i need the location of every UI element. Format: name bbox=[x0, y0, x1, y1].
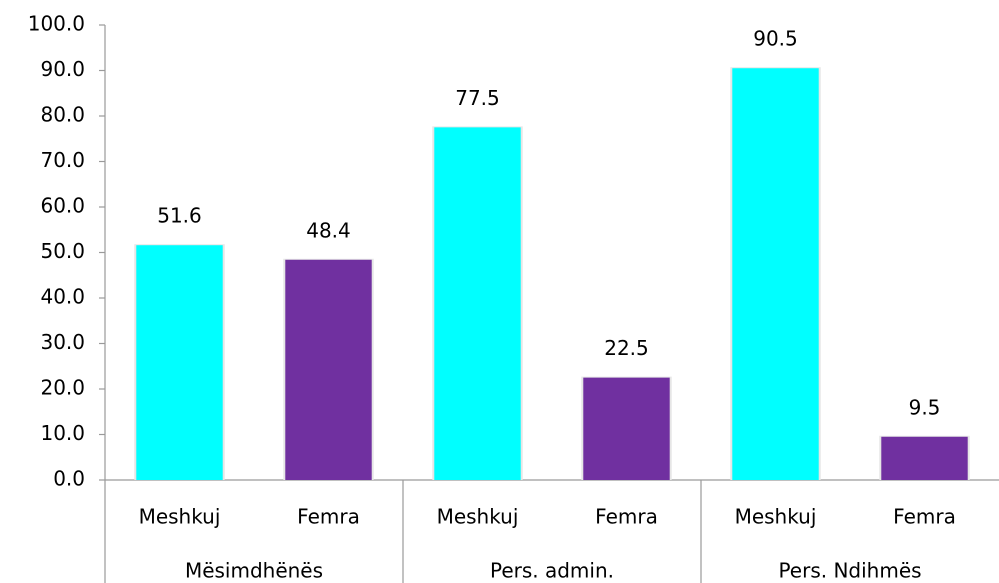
bar bbox=[285, 259, 372, 480]
bar bbox=[136, 245, 223, 480]
y-tick-label: 0.0 bbox=[53, 467, 85, 491]
y-tick-label: 40.0 bbox=[40, 285, 85, 309]
x-tick-label: Meshkuj bbox=[139, 505, 221, 529]
group-label: Mësimdhënës bbox=[185, 559, 323, 583]
y-tick-label: 20.0 bbox=[40, 376, 85, 400]
y-tick-label: 80.0 bbox=[40, 103, 85, 127]
x-tick-label: Femra bbox=[297, 505, 360, 529]
data-label: 48.4 bbox=[306, 218, 351, 242]
y-tick-label: 50.0 bbox=[40, 239, 85, 263]
bar bbox=[732, 68, 819, 480]
bar bbox=[881, 436, 968, 480]
x-tick-label: Meshkuj bbox=[437, 505, 519, 529]
group-label: Pers. Ndihmës bbox=[778, 559, 921, 583]
data-label: 51.6 bbox=[157, 204, 202, 228]
y-tick-label: 70.0 bbox=[40, 148, 85, 172]
y-tick-label: 60.0 bbox=[40, 194, 85, 218]
y-tick-label: 100.0 bbox=[28, 12, 85, 36]
group-label: Pers. admin. bbox=[490, 559, 614, 583]
y-tick-label: 30.0 bbox=[40, 330, 85, 354]
x-tick-label: Femra bbox=[595, 505, 658, 529]
data-label: 9.5 bbox=[909, 395, 941, 419]
x-tick-label: Meshkuj bbox=[735, 505, 817, 529]
bar bbox=[434, 127, 521, 480]
x-tick-label: Femra bbox=[893, 505, 956, 529]
y-tick-label: 10.0 bbox=[40, 421, 85, 445]
bar bbox=[583, 377, 670, 480]
data-label: 22.5 bbox=[604, 336, 649, 360]
data-label: 90.5 bbox=[753, 27, 798, 51]
data-label: 77.5 bbox=[455, 86, 500, 110]
y-tick-label: 90.0 bbox=[40, 57, 85, 81]
